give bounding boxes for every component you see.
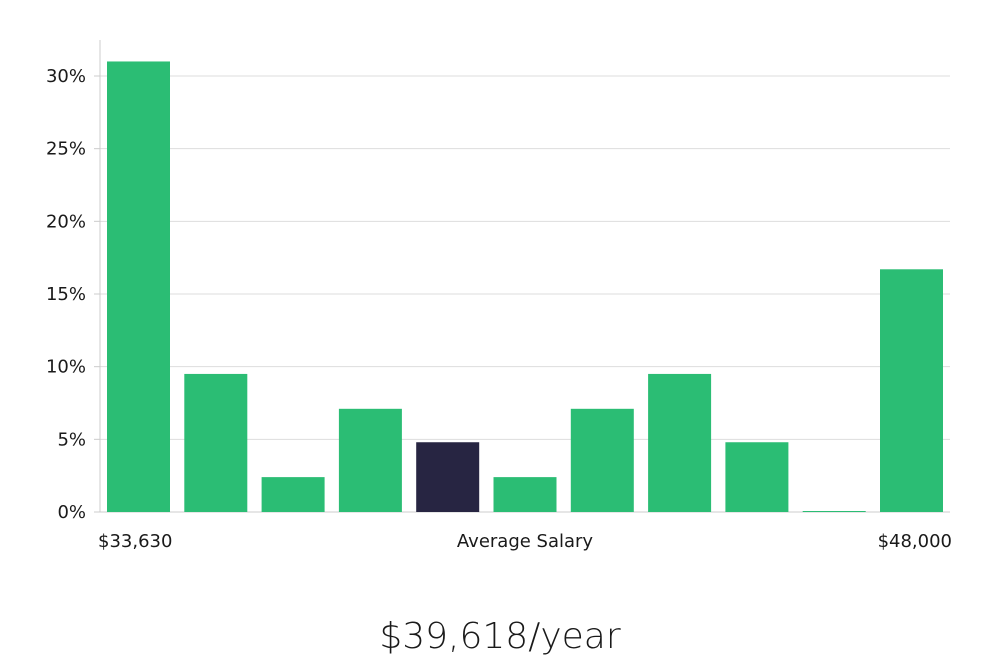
bar	[725, 442, 789, 512]
bar-highlighted	[416, 442, 480, 512]
bar	[570, 408, 634, 512]
y-tick-label: 5%	[57, 429, 86, 450]
y-tick-label: 25%	[46, 139, 86, 160]
bars	[107, 61, 943, 512]
bar	[648, 373, 712, 512]
bar	[261, 477, 325, 512]
x-axis-title: Average Salary	[457, 531, 594, 552]
bar	[338, 408, 402, 512]
bar	[493, 477, 557, 512]
y-tick-label: 20%	[46, 211, 86, 232]
y-tick-label: 30%	[46, 66, 86, 87]
x-min-label: $33,630	[98, 531, 172, 552]
y-tick-label: 10%	[46, 357, 86, 378]
y-tick-labels: 0% 5% 10% 15% 20% 25% 30%	[46, 66, 86, 523]
y-tick-label: 0%	[57, 502, 86, 523]
average-salary-headline: $39,618/year	[379, 616, 621, 657]
bar	[184, 373, 248, 512]
x-max-label: $48,000	[878, 531, 952, 552]
bar	[802, 511, 866, 512]
bar	[880, 269, 943, 512]
y-tick-label: 15%	[46, 284, 86, 305]
bar	[107, 61, 170, 512]
